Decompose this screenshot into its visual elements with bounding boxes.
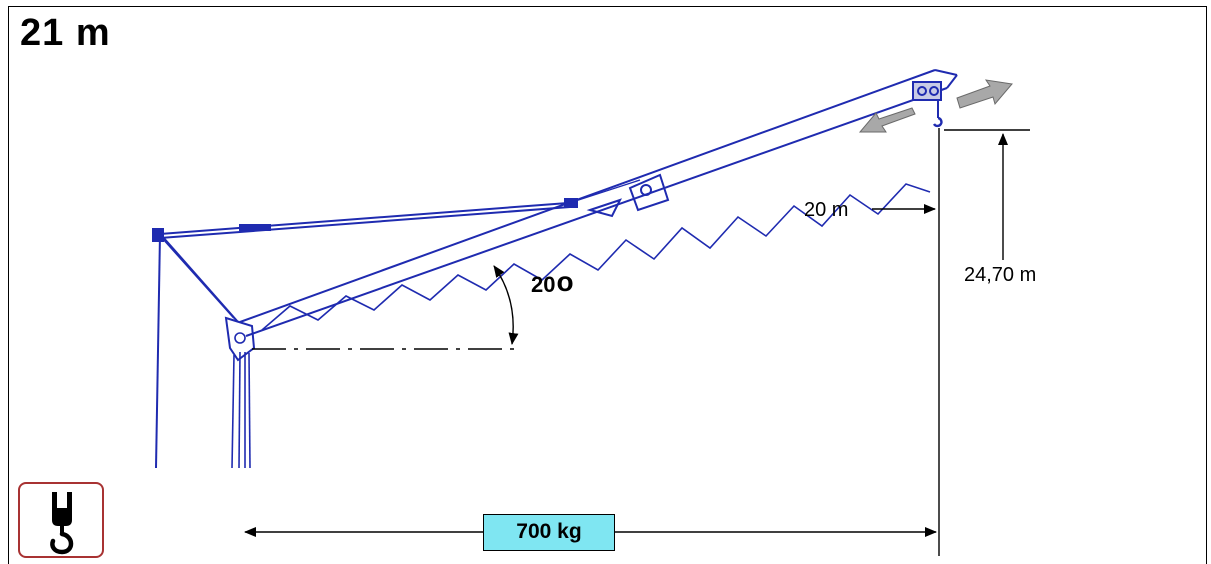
- hook-height-label: 24,70 m: [964, 264, 1037, 286]
- tie-cables: [159, 198, 578, 239]
- jib-angle-value: 20: [531, 272, 556, 297]
- counter-mast: [152, 228, 239, 469]
- hook-badge: [18, 482, 104, 558]
- dimension-lines: [244, 128, 1030, 556]
- crane-hook-icon: [50, 492, 74, 555]
- max-load-box: 700 kg: [483, 514, 615, 551]
- crane-mast: [224, 316, 256, 469]
- trolley: [912, 81, 943, 128]
- hook-radius-label: 20 m: [804, 199, 849, 221]
- degree-symbol: o: [556, 266, 574, 297]
- page-title: 21 m: [20, 12, 111, 54]
- bidirectional-arrow-icon: [858, 79, 1013, 133]
- diagram-frame: [8, 6, 1207, 564]
- jib-angle-label: 20o: [531, 268, 574, 300]
- jib-truss: [239, 69, 958, 337]
